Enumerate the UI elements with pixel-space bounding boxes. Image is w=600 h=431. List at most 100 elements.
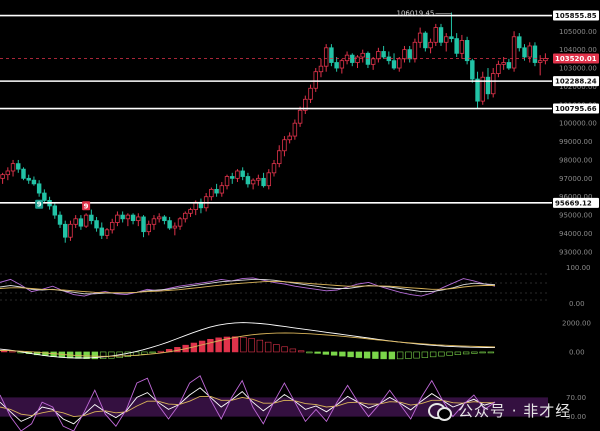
candle-body bbox=[21, 168, 26, 179]
candle-body bbox=[136, 216, 141, 222]
candle-body bbox=[344, 54, 350, 62]
macd-histogram-bar bbox=[355, 351, 363, 358]
price-tick-label: 94000.00 bbox=[559, 230, 592, 238]
candle-body bbox=[141, 216, 146, 233]
macd-histogram-bar bbox=[471, 351, 478, 354]
candle-body bbox=[428, 41, 433, 49]
candle-body bbox=[89, 214, 94, 222]
candle-body bbox=[501, 62, 506, 65]
candle-body bbox=[464, 40, 470, 62]
macd-tick-label: 0.00 bbox=[569, 348, 585, 356]
candle-body bbox=[209, 188, 214, 198]
candle-body bbox=[339, 60, 345, 69]
candle-body bbox=[480, 76, 485, 102]
kdj-tick-label: 30.00 bbox=[566, 413, 586, 421]
macd-histogram-bar bbox=[339, 351, 346, 357]
macd-histogram-bar bbox=[372, 351, 379, 359]
watermark: 公众号 · 非才经 bbox=[428, 395, 598, 425]
price-tick-label: 100000.00 bbox=[559, 120, 597, 128]
candle-body bbox=[99, 227, 104, 236]
macd-histogram-bar bbox=[289, 348, 297, 353]
candle-body bbox=[323, 47, 329, 67]
td-marker-box bbox=[35, 199, 44, 209]
candle-body bbox=[31, 179, 37, 185]
macd-histogram-bar bbox=[330, 351, 338, 356]
level-label-box bbox=[553, 76, 599, 87]
candle-body bbox=[376, 51, 381, 60]
candle-body bbox=[522, 47, 527, 58]
kdj-series-line bbox=[0, 375, 496, 431]
macd-histogram-bar bbox=[487, 351, 495, 354]
candle-body bbox=[485, 76, 491, 95]
macd-histogram-bar bbox=[248, 338, 255, 353]
candle-body bbox=[16, 163, 21, 170]
candle-body bbox=[78, 218, 84, 227]
macd-histogram-bar bbox=[99, 351, 107, 359]
macd-histogram-bar bbox=[108, 351, 115, 359]
candle-body bbox=[490, 73, 496, 95]
candle-body bbox=[537, 60, 543, 63]
candle-body bbox=[52, 205, 58, 216]
level-label-box bbox=[553, 10, 599, 21]
current-price-box bbox=[553, 53, 599, 64]
candle-body bbox=[219, 185, 225, 194]
candle-body bbox=[292, 122, 298, 137]
kdj-band bbox=[0, 397, 548, 417]
rsi-tick-label: 100.00 bbox=[566, 264, 591, 272]
candle-body bbox=[329, 47, 334, 63]
candle-body bbox=[240, 170, 245, 177]
candle-body bbox=[177, 218, 183, 227]
candle-body bbox=[245, 176, 251, 185]
candle-body bbox=[68, 223, 73, 238]
candle-body bbox=[350, 54, 355, 63]
candle-body bbox=[26, 177, 31, 181]
candle-body bbox=[407, 49, 412, 60]
macd-histogram-bar bbox=[322, 351, 330, 355]
macd-histogram-bar bbox=[157, 350, 165, 353]
candle-body bbox=[360, 52, 365, 58]
candle-body bbox=[543, 58, 548, 62]
candle-body bbox=[130, 214, 136, 222]
candle-body bbox=[527, 45, 532, 58]
price-tick-label: 98000.00 bbox=[559, 156, 592, 164]
macd-histogram-bar bbox=[297, 350, 305, 353]
candle-body bbox=[423, 32, 428, 49]
candle-body bbox=[230, 176, 235, 179]
kdj-tick-label: 70.00 bbox=[566, 394, 586, 402]
macd-histogram-bar bbox=[83, 351, 90, 359]
wechat-icon bbox=[428, 401, 452, 421]
candle-body bbox=[517, 36, 522, 49]
candle-body bbox=[496, 63, 501, 74]
candle-body bbox=[125, 214, 131, 220]
macd-histogram-bar bbox=[396, 351, 404, 360]
candle-body bbox=[412, 41, 418, 60]
macd-histogram-bar bbox=[388, 351, 396, 360]
candle-body bbox=[433, 27, 439, 43]
macd-histogram-bar bbox=[314, 351, 321, 354]
candle-body bbox=[224, 176, 230, 187]
candle-body bbox=[318, 65, 324, 73]
macd-histogram-bar bbox=[479, 351, 486, 354]
candle-body bbox=[370, 58, 376, 65]
candle-body bbox=[94, 220, 99, 229]
candle-body bbox=[167, 220, 172, 229]
price-tick-label: 104000.00 bbox=[559, 46, 597, 54]
macd-histogram-bar bbox=[306, 351, 313, 354]
macd-histogram-bar bbox=[264, 341, 272, 353]
macd-histogram-bar bbox=[454, 351, 462, 355]
macd-dif-line bbox=[0, 322, 496, 359]
candle-body bbox=[63, 223, 68, 238]
macd-histogram-bar bbox=[240, 336, 247, 353]
rsi-series-line bbox=[0, 278, 496, 295]
candle-body bbox=[438, 27, 444, 43]
candle-body bbox=[73, 218, 78, 225]
macd-histogram-bar bbox=[124, 351, 132, 357]
macd-histogram-bar bbox=[198, 340, 206, 353]
level-label-box bbox=[553, 197, 599, 208]
macd-histogram-bar bbox=[405, 351, 412, 359]
candle-body bbox=[334, 62, 339, 69]
rsi-tick-label: 0.00 bbox=[569, 300, 585, 308]
candle-body bbox=[397, 58, 402, 69]
candle-body bbox=[146, 223, 151, 233]
